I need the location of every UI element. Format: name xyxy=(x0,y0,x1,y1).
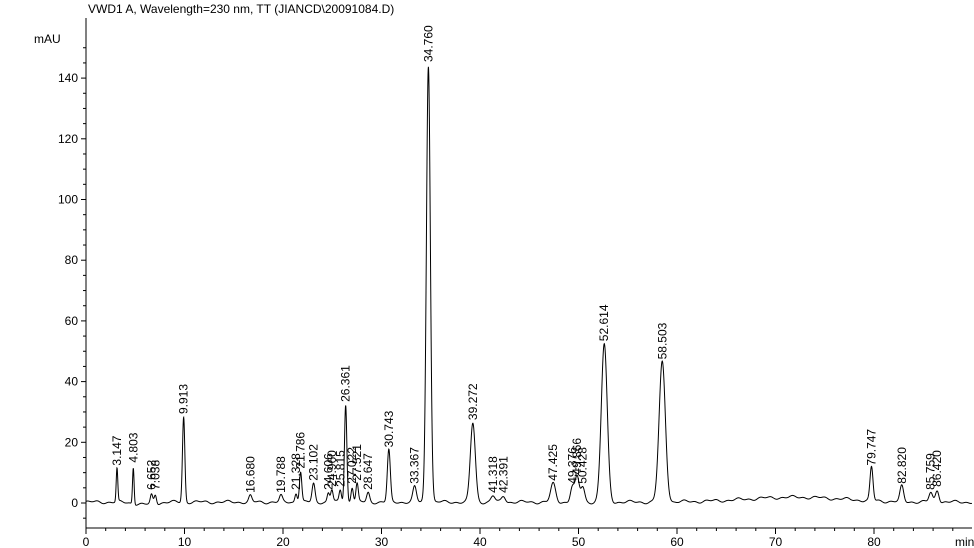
peak-label-34.760: 34.760 xyxy=(421,25,435,62)
axes: 0 20 40 60 80 100 120 140 0 10 20 30 40 50 60 70 80 min xyxy=(58,18,974,548)
peak-label-21.328: 21.328 xyxy=(289,453,303,490)
y-tick-label-100: 100 xyxy=(58,193,78,207)
peak-label-19.788: 19.788 xyxy=(274,456,288,493)
y-axis-label: mAU xyxy=(34,32,61,46)
x-tick-label-80: 80 xyxy=(867,535,881,548)
peak-label-42.391: 42.391 xyxy=(497,456,511,493)
x-tick-label-30: 30 xyxy=(375,535,389,548)
peak-label-24.606: 24.606 xyxy=(321,453,335,490)
peak-label-50.428: 50.428 xyxy=(576,447,590,484)
trace-layer xyxy=(85,66,973,506)
peak-label-49.376: 49.376 xyxy=(565,447,579,484)
peak-label-85.759: 85.759 xyxy=(924,453,938,490)
chromatogram-trace xyxy=(85,66,973,506)
peak-label-49.866: 49.866 xyxy=(570,438,584,475)
peak-label-23.102: 23.102 xyxy=(307,444,321,481)
peak-label-26.361: 26.361 xyxy=(339,365,353,402)
peak-label-16.680: 16.680 xyxy=(243,456,257,493)
peak-label-33.367: 33.367 xyxy=(408,447,422,484)
peak-label-6.652: 6.652 xyxy=(145,460,159,490)
peak-label-79.747: 79.747 xyxy=(865,429,879,466)
x-tick-label-70: 70 xyxy=(769,535,783,548)
chart-title: VWD1 A, Wavelength=230 nm, TT (JIANCD\20… xyxy=(88,2,395,16)
peak-label-7.038: 7.038 xyxy=(148,460,162,490)
peak-label-39.272: 39.272 xyxy=(466,383,480,420)
x-tick-label-50: 50 xyxy=(572,535,586,548)
x-tick-label-60: 60 xyxy=(670,535,684,548)
y-tick-label-60: 60 xyxy=(65,314,79,328)
peak-label-41.318: 41.318 xyxy=(486,456,500,493)
peak-label-21.786: 21.786 xyxy=(294,432,308,469)
x-tick-label-10: 10 xyxy=(178,535,192,548)
peak-label-58.503: 58.503 xyxy=(655,322,669,359)
x-axis-label: min xyxy=(955,535,974,548)
peak-label-4.803: 4.803 xyxy=(126,432,140,462)
x-tick-label-0: 0 xyxy=(83,535,90,548)
y-tick-label-80: 80 xyxy=(65,253,79,267)
peak-label-25.815: 25.815 xyxy=(333,450,347,487)
y-tick-label-20: 20 xyxy=(65,435,79,449)
y-tick-label-120: 120 xyxy=(58,132,78,146)
y-tick-label-0: 0 xyxy=(71,496,78,510)
x-tick-label-40: 40 xyxy=(473,535,487,548)
peak-label-47.425: 47.425 xyxy=(546,444,560,481)
peak-label-82.820: 82.820 xyxy=(895,447,909,484)
peak-label-9.913: 9.913 xyxy=(177,384,191,414)
peak-label-27.521: 27.521 xyxy=(350,444,364,481)
peak-label-30.743: 30.743 xyxy=(382,410,396,447)
peak-label-86.420: 86.420 xyxy=(930,450,944,487)
peak-label-24.960: 24.960 xyxy=(325,450,339,487)
peak-label-28.647: 28.647 xyxy=(361,453,375,490)
peak-label-3.147: 3.147 xyxy=(110,435,124,465)
x-tick-label-20: 20 xyxy=(276,535,290,548)
y-tick-label-40: 40 xyxy=(65,375,79,389)
peak-label-52.614: 52.614 xyxy=(597,304,611,341)
y-tick-label-140: 140 xyxy=(58,71,78,85)
peak-label-27.022: 27.022 xyxy=(345,447,359,484)
